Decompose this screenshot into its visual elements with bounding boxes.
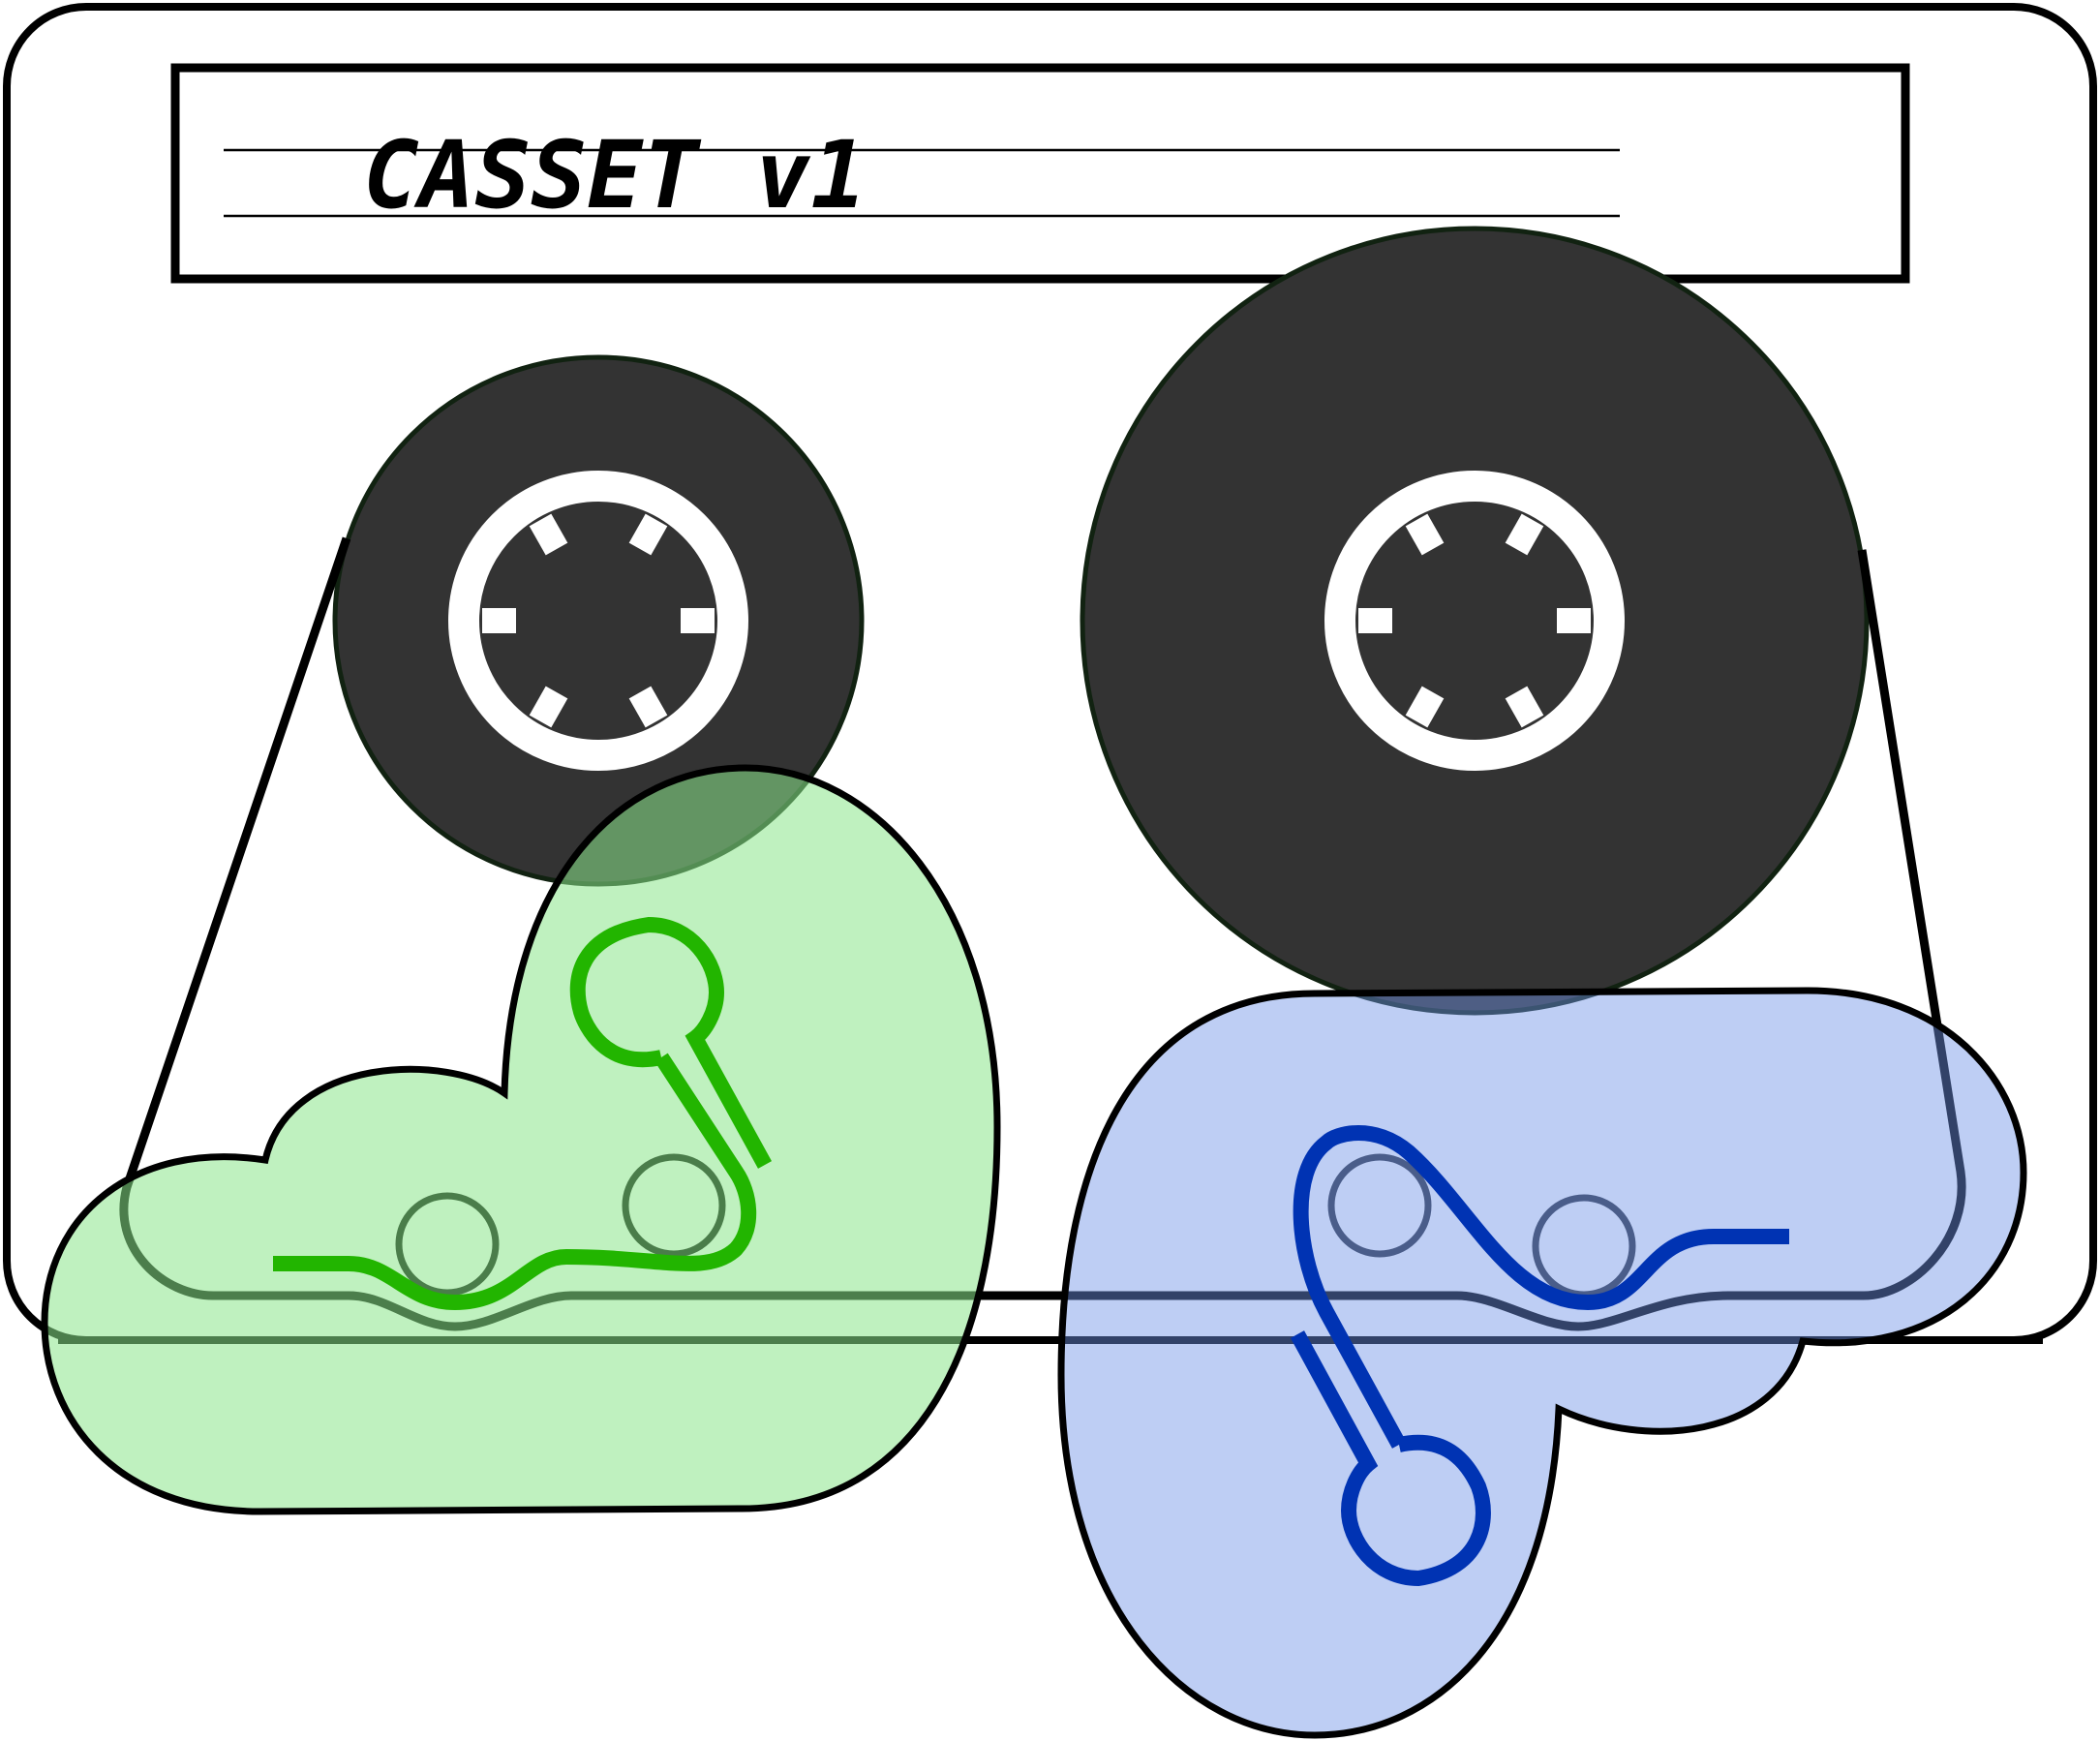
blue-key-shape [1290,1330,1491,1587]
right-reel [1080,226,1870,1016]
left-reel [332,354,865,887]
left-reel-hub-teeth [482,513,715,728]
green-key-shape [569,916,773,1169]
right-reel-hub-teeth [1358,513,1591,728]
green-node-small-right [622,1153,726,1258]
blue-network-blob [1057,987,2027,1739]
blue-node-small-left [1327,1153,1432,1258]
green-node-small-left [395,1192,500,1297]
cassette-title: CASSET v1 [363,121,867,229]
green-wave-path [273,1053,757,1311]
green-network-blob [41,764,1001,1515]
blue-wave-path [1293,1125,1789,1449]
cassette-label-box [170,63,1910,284]
